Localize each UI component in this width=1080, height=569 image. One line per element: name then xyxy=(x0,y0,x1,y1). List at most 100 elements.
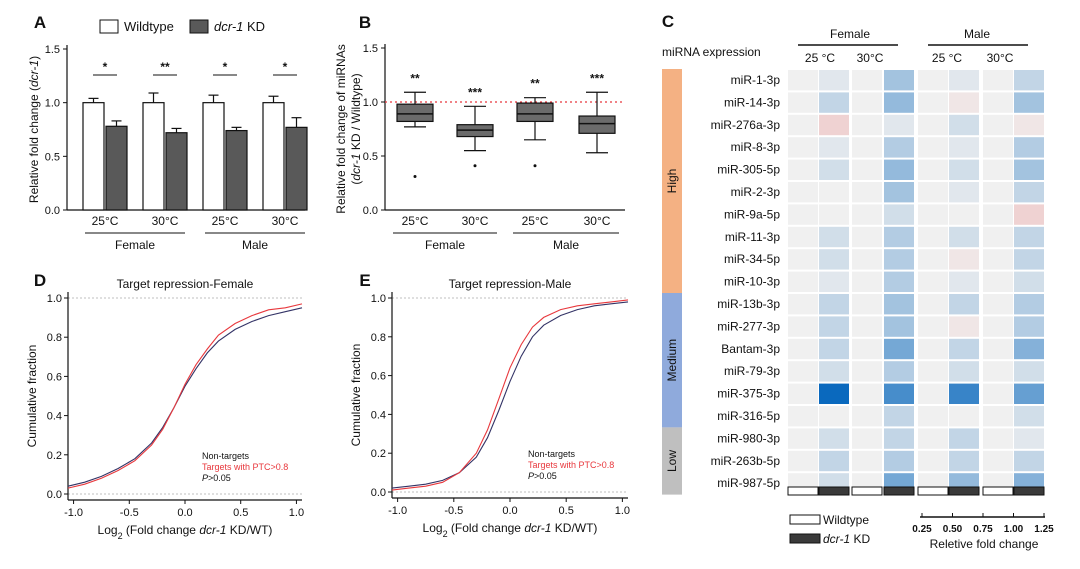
heatmap-cell xyxy=(918,92,948,113)
y-tick-label: 1.0 xyxy=(45,98,60,110)
colorbar-tick-label: 0.75 xyxy=(973,524,993,535)
heatmap-cell xyxy=(788,204,818,225)
y-tick-label: 0.0 xyxy=(363,205,378,217)
x-axis-label-part-1: 2 xyxy=(443,529,448,539)
panel-letter-a: A xyxy=(34,13,46,32)
temperature-label: 30°C xyxy=(987,51,1014,65)
x-axis-label: Log2 (Fold change dcr-1 KD/WT) xyxy=(98,523,273,541)
heatmap-cell xyxy=(788,271,818,292)
heatmap-cell xyxy=(949,428,979,449)
heatmap-cell xyxy=(983,316,1013,337)
y-tick-label: 0.2 xyxy=(47,450,62,462)
row-label: miR-276a-3p xyxy=(711,118,781,132)
heatmap-cell xyxy=(918,204,948,225)
group-label: Male xyxy=(964,27,990,41)
y-axis-label-line2-part-1: dcr-1 xyxy=(349,153,363,180)
y-axis-label-line2: (dcr-1 KD / Wildtype) xyxy=(349,73,363,184)
legend-label: Wildtype xyxy=(124,19,174,34)
heatmap-cell xyxy=(918,338,948,360)
heatmap-cell xyxy=(983,204,1013,225)
legend-label: Non-targets xyxy=(528,449,576,459)
heatmap-cell xyxy=(852,294,882,315)
category-label: Medium xyxy=(665,339,679,382)
y-axis-label: Cumulative fraction xyxy=(25,345,39,448)
group-label: Female xyxy=(115,238,155,252)
heatmap-cell xyxy=(852,204,882,225)
x-axis-label-part-0: Log xyxy=(98,523,118,537)
y-tick-label: 0.0 xyxy=(47,489,62,501)
significance-mark: *** xyxy=(590,71,604,85)
heatmap-cell xyxy=(852,137,882,158)
heatmap-cell xyxy=(1014,114,1044,136)
x-axis-label-part-2: (Fold change xyxy=(448,521,525,535)
heatmap-cell xyxy=(788,70,818,91)
heatmap-cell xyxy=(788,92,818,113)
panel-letter: E xyxy=(359,271,370,290)
heatmap-cell xyxy=(949,383,979,404)
panel-letter-b: B xyxy=(359,13,371,32)
p-value-label: P>0.05 xyxy=(528,471,557,481)
heatmap-cell xyxy=(918,137,948,158)
heatmap-cell xyxy=(852,271,882,292)
heatmap-cell xyxy=(788,316,818,337)
y-tick-label: 0.8 xyxy=(371,332,386,344)
heatmap-cell xyxy=(1014,204,1044,225)
heatmap-cell xyxy=(852,406,882,427)
heatmap-cell xyxy=(1014,383,1044,404)
y-axis-label-line1: Relative fold change of miRNAs xyxy=(334,44,348,213)
significance-mark: ** xyxy=(410,71,420,85)
significance-mark: * xyxy=(223,60,228,74)
category-bar xyxy=(662,69,682,293)
box xyxy=(516,102,554,123)
heatmap-cell xyxy=(819,383,849,404)
heatmap-cell xyxy=(819,226,849,248)
heatmap-cell xyxy=(884,249,914,270)
chart-title: Target repression-Male xyxy=(449,277,572,291)
heatmap-cell xyxy=(884,70,914,91)
legend-swatch xyxy=(189,19,209,34)
heatmap-cell xyxy=(788,383,818,404)
heatmap-cell xyxy=(949,406,979,427)
row-label: miR-2-3p xyxy=(731,185,781,199)
y-tick-label: 0.4 xyxy=(47,411,62,423)
heatmap-cell xyxy=(884,204,914,225)
colorbar-tick-label: 1.00 xyxy=(1004,524,1024,535)
row-label: miR-277-3p xyxy=(717,319,780,333)
heatmap-cell xyxy=(1014,361,1044,382)
genotype-box-wildtype xyxy=(982,486,1014,496)
p-value-label: P>0.05 xyxy=(202,473,231,483)
heatmap-cell xyxy=(852,70,882,91)
genotype-box-wildtype xyxy=(787,486,819,496)
row-label: miR-316-5p xyxy=(717,409,780,423)
group-label: Male xyxy=(242,238,268,252)
heatmap-cell xyxy=(949,450,979,472)
x-tick-label: 0.5 xyxy=(559,505,574,517)
legend-label-part-1: KD xyxy=(850,532,870,546)
heatmap-cell xyxy=(852,182,882,203)
bar-kd xyxy=(165,132,188,211)
row-label: miR-375-3p xyxy=(717,387,780,401)
heatmap-cell xyxy=(918,182,948,203)
heatmap-cell xyxy=(884,182,914,203)
x-axis-label-part-3: dcr-1 xyxy=(524,521,551,535)
p-value-label-part-0: P xyxy=(528,471,534,481)
heatmap-cell xyxy=(918,226,948,248)
genotype-box-kd xyxy=(818,486,850,496)
x-tick-label: 30°C xyxy=(272,214,299,228)
heatmap-cell xyxy=(983,249,1013,270)
y-tick-label: 1.0 xyxy=(363,97,378,109)
row-label: miR-13b-3p xyxy=(717,297,780,311)
heatmap-cell xyxy=(949,361,979,382)
panel-letter: D xyxy=(34,271,46,290)
row-label: miR-34-5p xyxy=(724,252,780,266)
heatmap-cell xyxy=(884,92,914,113)
x-tick-label: -1.0 xyxy=(388,505,407,517)
heatmap-cell xyxy=(788,114,818,136)
x-tick-label: 1.0 xyxy=(615,505,630,517)
heatmap-cell xyxy=(949,204,979,225)
category-label: High xyxy=(665,169,679,194)
series-line-nontargets xyxy=(67,307,303,487)
series-line-nontargets xyxy=(391,301,629,489)
heatmap-cell xyxy=(852,338,882,360)
